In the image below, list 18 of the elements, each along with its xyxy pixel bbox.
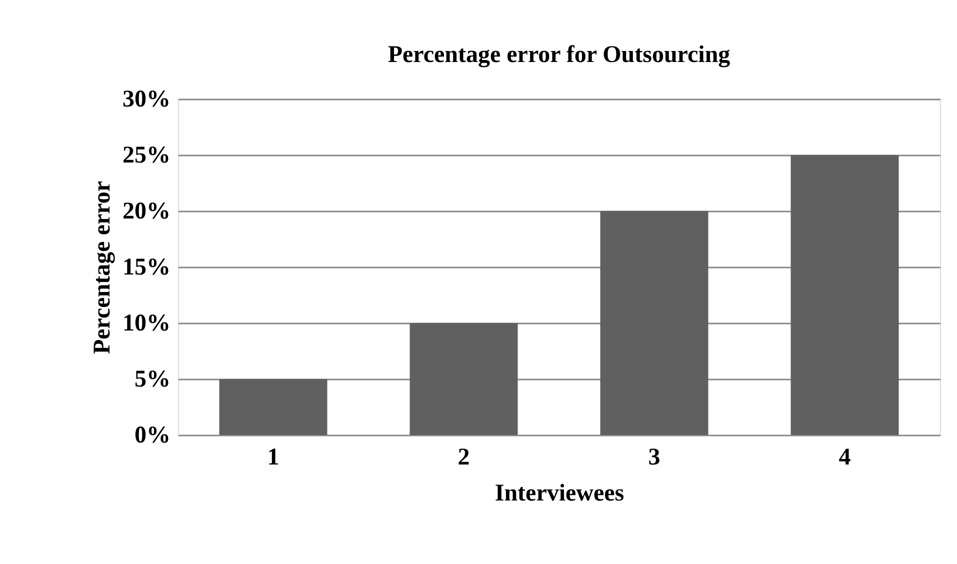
- y-axis-title: Percentage error: [90, 180, 116, 354]
- x-tick-label: 2: [458, 444, 470, 470]
- y-tick-label: 0%: [134, 422, 170, 448]
- y-tick-label: 20%: [122, 198, 170, 224]
- chart-title: Percentage error for Outsourcing: [388, 42, 730, 68]
- y-tick-label: 25%: [122, 142, 170, 168]
- x-tick-label: 1: [267, 444, 280, 470]
- y-tick-label: 15%: [122, 254, 170, 280]
- y-tick-label: 5%: [134, 366, 170, 392]
- x-tick-label: 4: [838, 444, 851, 470]
- y-tick-label: 10%: [122, 310, 170, 336]
- bar: [790, 155, 899, 435]
- y-tick-label: 30%: [122, 86, 170, 112]
- x-tick-label: 3: [648, 444, 660, 470]
- bar: [410, 323, 518, 435]
- x-axis-title: Interviewees: [494, 480, 624, 506]
- bar: [219, 379, 328, 435]
- bar: [600, 211, 708, 435]
